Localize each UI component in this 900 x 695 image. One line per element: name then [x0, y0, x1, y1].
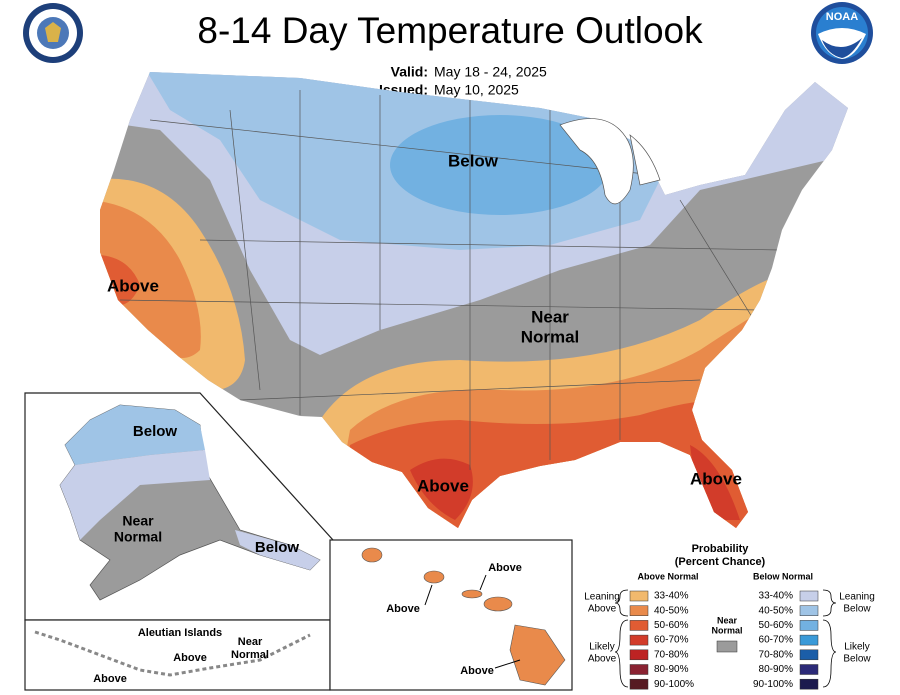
group-label: Above [588, 654, 617, 665]
near-normal-label: Near [717, 615, 738, 625]
group-label: Likely [844, 642, 870, 653]
group-label: Likely [589, 642, 615, 653]
region-label: Near [531, 307, 569, 326]
legend-swatch [799, 620, 819, 631]
alaska-leaning [60, 450, 210, 540]
aleutian-inset [24, 619, 331, 691]
legend-range: 90-100% [753, 679, 793, 690]
region-label: Normal [521, 327, 580, 346]
region-label: Above [488, 562, 522, 574]
legend-range: 33-40% [759, 591, 794, 602]
noaa-text: NOAA [826, 11, 858, 23]
legend-swatch [629, 620, 649, 631]
region-label: Above [173, 652, 207, 664]
noaa-logo: NOAA [811, 2, 873, 64]
legend-swatch [629, 634, 649, 646]
legend-title: Probability [692, 543, 750, 555]
legend-brace [614, 589, 837, 688]
legend-swatch [799, 649, 819, 661]
alaska-below [65, 405, 205, 465]
legend-range: 80-90% [654, 664, 689, 675]
aleutian-title: Aleutian Islands [138, 627, 222, 639]
region-label: Above [93, 673, 127, 685]
region-label: Normal [231, 649, 269, 661]
legend-swatch [799, 634, 819, 646]
legend-range: 90-100% [654, 679, 694, 690]
pointer [424, 574, 521, 669]
alaska-panhandle [235, 530, 320, 570]
near-normal-swatch [716, 640, 738, 653]
legend-swatch [629, 590, 649, 602]
legend-swatch [629, 649, 649, 661]
legend-range: 33-40% [654, 591, 689, 602]
region-label: Below [448, 151, 499, 170]
legend-range: 70-80% [654, 649, 689, 660]
group-label: Leaning [584, 592, 620, 603]
group-label: Above [588, 604, 617, 615]
above-header: Above Normal [637, 571, 698, 581]
legend-swatch [629, 605, 649, 616]
aleutian-islands [34, 630, 311, 677]
valid-dates: May 18 - 24, 2025 [434, 64, 547, 80]
legend-range: 50-60% [654, 620, 689, 631]
legend-range: 60-70% [759, 635, 794, 646]
legend: Probability (Percent Chance) Above Norma… [584, 543, 875, 690]
region-label: Above [690, 469, 742, 488]
region-label: Below [255, 539, 300, 556]
legend-swatch [799, 590, 819, 602]
great-lakes [559, 118, 661, 205]
region-label: Below [133, 423, 178, 440]
below-header: Below Normal [753, 571, 813, 581]
hawaii-islands [361, 547, 566, 686]
legend-swatch [629, 678, 649, 690]
legend-range: 70-80% [759, 649, 794, 660]
group-label: Below [843, 654, 871, 665]
region-label: Above [460, 665, 494, 677]
legend-subtitle: (Percent Chance) [675, 556, 766, 568]
region-label: Above [417, 476, 469, 495]
region-label: Above [386, 603, 420, 615]
region-label: Normal [114, 529, 162, 545]
near-normal-label: Normal [711, 625, 742, 635]
region-label: Above [107, 276, 159, 295]
group-label: Below [843, 604, 871, 615]
legend-range: 40-50% [654, 605, 689, 616]
commerce-seal [23, 3, 83, 63]
issued-date: May 10, 2025 [434, 82, 519, 98]
legend-swatch [799, 664, 819, 675]
legend-range: 50-60% [759, 620, 794, 631]
valid-label: Valid: [391, 64, 428, 80]
legend-range: 80-90% [759, 664, 794, 675]
region-label: Near [122, 513, 154, 529]
legend-range: 60-70% [654, 635, 689, 646]
legend-swatch [629, 664, 649, 675]
legend-swatch [799, 605, 819, 616]
group-label: Leaning [839, 592, 875, 603]
legend-range: 40-50% [759, 605, 794, 616]
legend-swatch [799, 678, 819, 690]
region-label: Near [238, 636, 263, 648]
title: 8-14 Day Temperature Outlook [197, 10, 703, 51]
